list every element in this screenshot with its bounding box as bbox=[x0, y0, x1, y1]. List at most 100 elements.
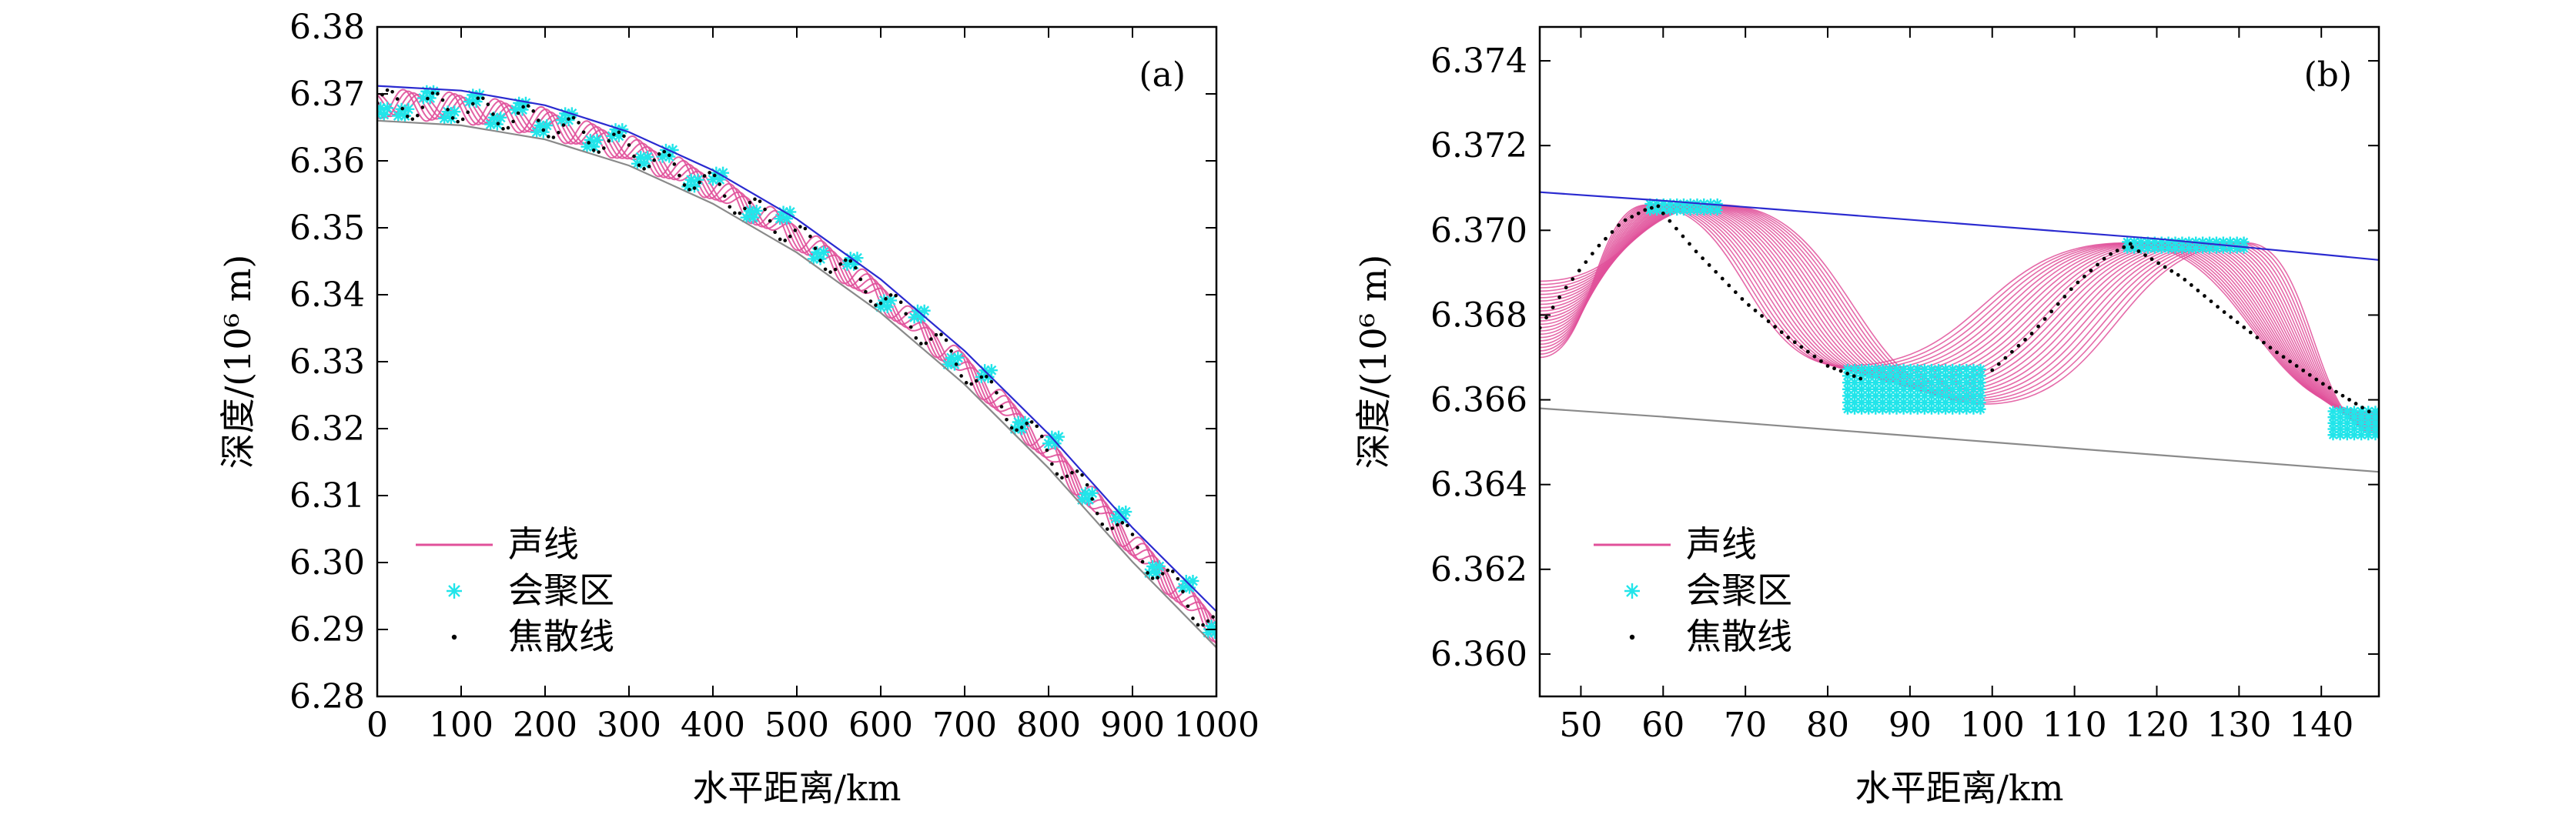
caustic-zone-marker bbox=[2156, 242, 2167, 254]
caustic-zone-marker bbox=[1842, 397, 1853, 409]
caustic-line-dot bbox=[1753, 309, 1758, 312]
caustic-line-dot bbox=[1090, 497, 1094, 501]
caustic-line-dot bbox=[1858, 376, 1863, 381]
caustic-zone-marker bbox=[2356, 406, 2367, 417]
caustic-line-dot bbox=[1557, 295, 1562, 299]
caustic-line-dot bbox=[2062, 295, 2067, 299]
y-tick-label: 6.29 bbox=[289, 610, 365, 649]
caustic-zone-marker bbox=[631, 157, 644, 170]
caustic-zone-marker bbox=[817, 245, 830, 259]
caustic-zone-marker bbox=[609, 123, 622, 136]
caustic-line-dot bbox=[2216, 305, 2220, 309]
caustic-zone-marker bbox=[1968, 363, 1979, 375]
caustic-zone-marker bbox=[1925, 397, 1937, 409]
caustic-zone-marker bbox=[691, 173, 704, 186]
caustic-zone-marker bbox=[2197, 242, 2209, 254]
caustic-line-dot bbox=[1688, 242, 1691, 246]
caustic-line-dot bbox=[1727, 283, 1731, 288]
caustic-zone-marker bbox=[1863, 403, 1875, 415]
caustic-zone-marker bbox=[1671, 198, 1683, 209]
caustic-zone-marker bbox=[1891, 397, 1902, 409]
caustic-zone-marker bbox=[2224, 242, 2236, 254]
caustic-zone-marker bbox=[417, 92, 430, 105]
caustic-line-dot bbox=[672, 162, 677, 166]
caustic-zone-marker bbox=[2370, 417, 2379, 429]
caustic-zone-marker bbox=[1898, 377, 1909, 389]
caustic-zone-marker bbox=[1079, 486, 1092, 499]
caustic-zone-marker bbox=[811, 245, 824, 259]
caustic-line-dot bbox=[904, 312, 908, 316]
caustic-zone-marker bbox=[2197, 236, 2209, 248]
caustic-zone-marker bbox=[2370, 412, 2379, 423]
caustic-zone-marker bbox=[1651, 205, 1663, 216]
caustic-zone-marker bbox=[1049, 437, 1062, 450]
caustic-zone-marker bbox=[750, 204, 763, 217]
y-tick-label: 6.36 bbox=[289, 142, 365, 181]
caustic-line-dot bbox=[1085, 482, 1089, 487]
y-tick-label: 6.34 bbox=[289, 275, 365, 315]
caustic-line-dot bbox=[1171, 569, 1175, 573]
caustic-zone-marker bbox=[1968, 390, 1979, 402]
caustic-line-dot bbox=[577, 121, 580, 125]
caustic-zone-marker bbox=[1954, 363, 1965, 375]
caustic-line-dot bbox=[2255, 336, 2260, 340]
caustic-zone-marker bbox=[2334, 417, 2346, 429]
y-tick-label: 6.38 bbox=[289, 8, 365, 47]
caustic-line-dot bbox=[954, 362, 958, 366]
caustic-zone-marker bbox=[942, 358, 955, 371]
caustic-zone-marker bbox=[1644, 205, 1656, 216]
caustic-line-dot bbox=[1668, 219, 1672, 223]
caustic-zone-marker bbox=[1863, 377, 1875, 389]
caustic-line-dot bbox=[547, 135, 550, 139]
caustic-line-dot bbox=[1150, 576, 1155, 580]
caustic-line-dot bbox=[416, 113, 420, 118]
caustic-line-dot bbox=[440, 98, 445, 102]
caustic-line-dot bbox=[2023, 337, 2027, 342]
panel-b-y-axis-title: 深度/(10⁶ m) bbox=[1353, 255, 1394, 469]
caustic-zone-marker bbox=[1186, 574, 1199, 587]
caustic-zone-marker bbox=[519, 96, 532, 109]
caustic-zone-marker bbox=[1905, 363, 1916, 375]
caustic-line-dot bbox=[773, 230, 777, 234]
caustic-zone-marker bbox=[807, 252, 820, 265]
caustic-line-dot bbox=[2261, 340, 2266, 345]
caustic-line-dot bbox=[1110, 526, 1115, 530]
caustic-line-dot bbox=[597, 150, 601, 154]
caustic-line-dot bbox=[1584, 260, 1588, 265]
caustic-zone-marker bbox=[463, 95, 476, 109]
caustic-line-dot bbox=[2222, 310, 2226, 314]
caustic-line-dot bbox=[728, 205, 732, 209]
caustic-zone-marker bbox=[1664, 205, 1676, 216]
caustic-line-dot bbox=[884, 297, 888, 301]
caustic-line-dot bbox=[2089, 269, 2093, 273]
caustic-zone-marker bbox=[2334, 412, 2346, 423]
caustic-line-dot bbox=[2042, 317, 2047, 321]
caustic-line-dot bbox=[2115, 249, 2119, 253]
caustic-line-dot bbox=[2367, 409, 2371, 414]
caustic-line-dot bbox=[667, 153, 671, 158]
caustic-zone-marker bbox=[1947, 377, 1959, 389]
legend-entry-label: 会聚区 bbox=[1686, 569, 1792, 611]
caustic-zone-marker bbox=[580, 140, 594, 153]
caustic-line-dot bbox=[2183, 277, 2187, 282]
caustic-zone-marker bbox=[1671, 205, 1683, 216]
caustic-line-dot bbox=[2102, 256, 2106, 261]
panel-b-axes: 50 60 70 80 90 100 110 120 130 140 6.360 6.362 6.364… bbox=[1430, 27, 2379, 745]
caustic-zone-marker bbox=[1925, 377, 1937, 389]
caustic-line-dot bbox=[1740, 297, 1745, 301]
caustic-line-dot bbox=[405, 115, 410, 119]
caustic-line-dot bbox=[1701, 256, 1705, 261]
caustic-zone-marker bbox=[878, 294, 891, 307]
caustic-line-dot bbox=[2130, 245, 2134, 249]
caustic-zone-marker bbox=[1842, 363, 1853, 375]
caustic-zone-marker bbox=[1842, 377, 1853, 389]
caustic-line-dot bbox=[1799, 345, 1804, 349]
caustic-zone-marker bbox=[1905, 370, 1916, 382]
caustic-line-dot bbox=[2176, 272, 2180, 277]
caustic-line-dot bbox=[1206, 619, 1210, 623]
caustic-zone-marker bbox=[2356, 417, 2367, 429]
caustic-line-dot bbox=[1201, 623, 1205, 627]
caustic-zone-marker bbox=[1884, 370, 1895, 382]
caustic-zone-marker bbox=[851, 252, 864, 265]
